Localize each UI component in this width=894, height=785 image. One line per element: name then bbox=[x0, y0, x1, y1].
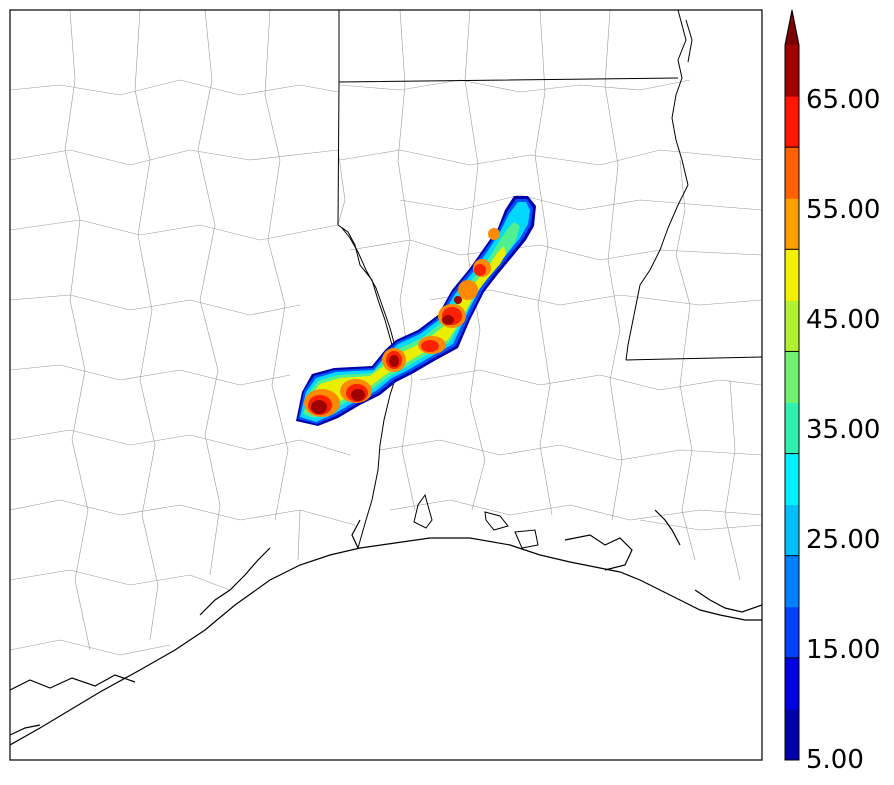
colorbar-segment bbox=[785, 657, 799, 710]
colorbar-segment bbox=[785, 453, 799, 506]
colorbar-segment bbox=[785, 45, 799, 97]
colorbar-tick-label-35: 35.00 bbox=[806, 415, 881, 445]
colorbar-segment bbox=[785, 300, 799, 352]
colorbar-segment bbox=[785, 402, 799, 455]
reflectivity-field bbox=[296, 196, 536, 426]
colorbar-tick-label-25: 25.00 bbox=[806, 525, 881, 555]
colorbar-segment bbox=[785, 147, 799, 199]
colorbar-segment bbox=[785, 96, 799, 148]
county-boundaries bbox=[10, 10, 762, 656]
contour-65dbz bbox=[311, 296, 462, 414]
colorbar-tick-label-5: 5.00 bbox=[806, 745, 864, 775]
colorbar-segment bbox=[785, 504, 799, 557]
islands bbox=[413, 493, 539, 549]
colorbar-extend-arrow bbox=[785, 10, 799, 45]
colorbar bbox=[784, 9, 800, 761]
colorbar-segment bbox=[785, 351, 799, 403]
state-boundaries bbox=[337, 10, 762, 361]
colorbar-segment bbox=[785, 708, 799, 761]
colorbar-segment bbox=[785, 198, 799, 250]
colorbar-tick-label-15: 15.00 bbox=[806, 635, 881, 665]
colorbar-tick-label-55: 55.00 bbox=[806, 195, 881, 225]
colorbar-segment bbox=[785, 555, 799, 608]
contour-5dbz bbox=[296, 196, 536, 426]
coastline bbox=[10, 509, 762, 746]
colorbar-tick-label-45: 45.00 bbox=[806, 305, 881, 335]
colorbar-segment bbox=[785, 249, 799, 301]
colorbar-segment bbox=[785, 606, 799, 659]
map-border bbox=[9, 9, 763, 761]
colorbar-tick-label-65: 65.00 bbox=[806, 85, 881, 115]
